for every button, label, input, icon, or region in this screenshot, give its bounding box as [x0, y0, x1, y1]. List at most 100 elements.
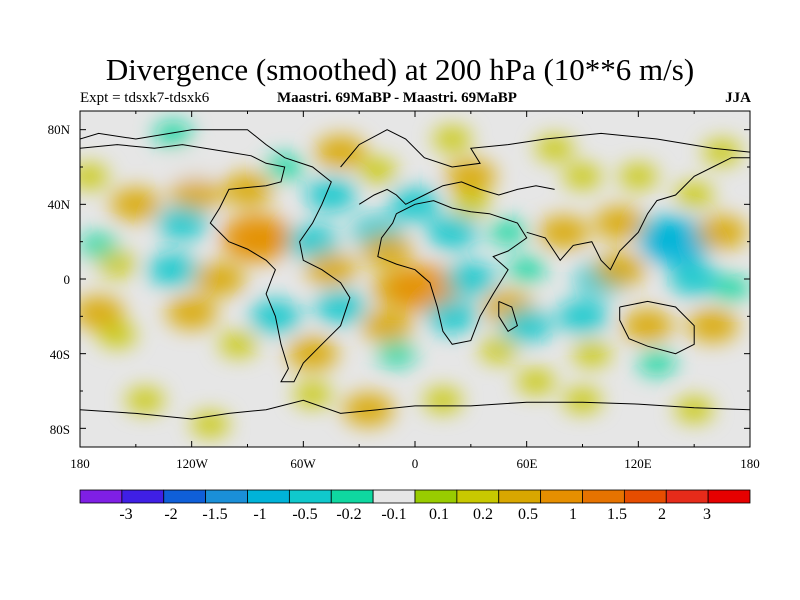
coastline [498, 300, 518, 332]
anomaly-blob [80, 295, 125, 330]
colorbar-swatch [330, 489, 374, 504]
anomaly-blob [426, 299, 478, 334]
experiment-label: Expt = tdsxk7-tdsxk6 [80, 90, 210, 106]
lon-label-180w: 180 [70, 456, 90, 471]
anomaly-blob [220, 213, 293, 262]
colorbar-swatch [205, 489, 248, 504]
anomaly-blob [174, 155, 209, 179]
anomaly-blob [687, 308, 739, 343]
coastline [340, 129, 750, 168]
anomaly-blob [557, 299, 608, 334]
colorbar-swatch [79, 489, 123, 504]
anomaly-blob [194, 262, 246, 296]
anomaly-blob [451, 191, 491, 218]
anomaly-blob [315, 290, 367, 324]
anomaly-blob [445, 262, 497, 296]
colorbar-label: 0.1 [429, 506, 449, 523]
colorbar-label: 0.2 [473, 506, 493, 523]
anomaly-blob [156, 206, 208, 240]
colorbar-swatch [707, 489, 751, 504]
anomaly-blob [98, 322, 137, 348]
colorbar-label: 0.5 [518, 506, 538, 523]
anomaly-blob [147, 252, 199, 287]
anomaly-blob [125, 387, 165, 414]
chart-title: Divergence (smoothed) at 200 hPa (10**6 … [105, 52, 695, 87]
lon-label-0: 0 [411, 456, 419, 471]
colorbar-swatch [623, 489, 667, 504]
coastline [377, 200, 528, 345]
lat-label-0: 0 [63, 272, 71, 287]
anomaly-blob [218, 331, 258, 358]
anomaly-blob [222, 172, 273, 207]
colorbar-label: -1.5 [202, 506, 228, 523]
anomaly-blob [702, 139, 742, 165]
anomaly-blob [315, 135, 367, 170]
anomaly-blob [361, 308, 413, 343]
colorbar-swatch [456, 489, 500, 504]
lon-label-60w: 60W [290, 456, 316, 471]
anomaly-blob [674, 182, 714, 208]
anomaly-blob [507, 256, 546, 283]
anomaly-blob [639, 217, 712, 266]
coastline [526, 157, 750, 271]
colorbar-swatch [414, 489, 458, 504]
anomaly-blob [166, 295, 218, 330]
anomaly-blob [445, 159, 497, 194]
anomaly-blob [98, 251, 137, 277]
colorbar-label: 1 [569, 506, 577, 523]
anomaly-blob [619, 163, 658, 190]
anomaly-blob [479, 337, 518, 363]
colorbar-swatch [121, 489, 165, 504]
colorbar-label: -2 [164, 506, 178, 523]
anomaly-blob [305, 252, 357, 287]
season-label: JJA [725, 90, 751, 106]
colorbar-label: -1 [253, 506, 267, 523]
anomaly-blob [501, 308, 553, 343]
anomaly-blob [563, 163, 602, 190]
colorbar-swatch [372, 489, 416, 504]
colorbar-swatch [247, 489, 290, 504]
colorbar-swatch [288, 489, 332, 504]
colorbar-swatch [665, 489, 709, 504]
coastline [358, 181, 555, 205]
anomaly-blob [358, 157, 397, 184]
coastline [80, 399, 750, 420]
anomaly-blob [516, 368, 556, 395]
anomaly-blob [287, 224, 339, 259]
coastline [619, 300, 695, 355]
anomaly-blob [293, 381, 332, 408]
lat-label-80s: 80S [49, 422, 70, 437]
anomaly-blob [535, 135, 574, 162]
anomaly-blob [80, 232, 118, 259]
anomaly-blob [153, 120, 193, 147]
colorbar-swatch [540, 489, 583, 504]
anomaly-blob [637, 350, 677, 376]
lon-label-60e: 60E [516, 456, 538, 471]
colorbar-label: 1.5 [607, 506, 627, 523]
anomaly-blob [594, 206, 646, 240]
colorbar-swatch [498, 489, 542, 504]
anomaly-blob [191, 411, 230, 438]
anomaly-blob [563, 387, 602, 414]
anomaly-blob [433, 126, 472, 152]
anomaly-blob [305, 178, 357, 212]
anomaly-blob [361, 234, 413, 268]
colorbar-label: 3 [703, 506, 711, 523]
lat-label-80n: 80N [47, 122, 70, 137]
anomaly-blob [594, 252, 646, 287]
colorbar-swatch [582, 489, 625, 504]
anomaly-blob [674, 396, 714, 423]
anomaly-blob [538, 215, 590, 250]
colorbar-label: -3 [119, 506, 133, 523]
anomaly-blob [488, 219, 528, 246]
anomaly-blob [110, 187, 162, 222]
anomaly-blob [572, 340, 612, 367]
anomaly-blob [426, 215, 478, 250]
anomaly-blob [388, 264, 461, 313]
colorbar-swatch [163, 489, 207, 504]
anomaly-blob [696, 215, 748, 250]
lon-label-120w: 120W [176, 456, 208, 471]
lat-label-40n: 40N [47, 197, 70, 212]
anomaly-blob [712, 275, 750, 302]
